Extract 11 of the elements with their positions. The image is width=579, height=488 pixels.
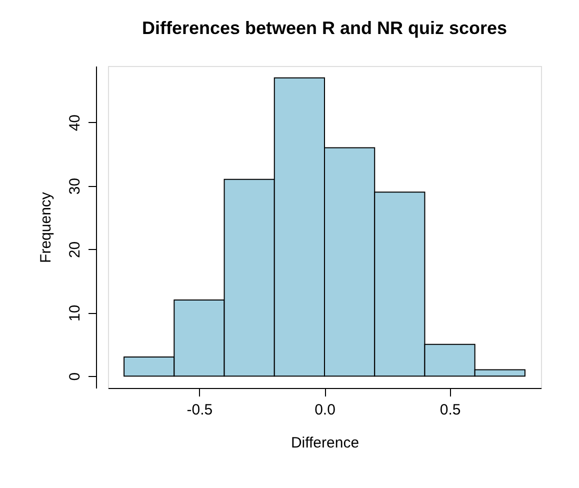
- y-tick-label: 30: [66, 178, 84, 195]
- x-axis-title: Difference: [290, 434, 360, 452]
- y-tick-label: 20: [66, 241, 84, 258]
- y-tick-label: 0: [66, 372, 84, 381]
- y-tick-label: 10: [66, 304, 84, 322]
- chart-title: Differences between R and NR quiz scores: [142, 18, 508, 38]
- y-axis-title: Frequency: [38, 192, 54, 263]
- y-tick-label: 40: [66, 114, 84, 132]
- x-tick-label: 0.0: [314, 402, 336, 418]
- x-tick-label: 0.5: [440, 402, 461, 418]
- x-tick-label: -0.5: [186, 402, 213, 418]
